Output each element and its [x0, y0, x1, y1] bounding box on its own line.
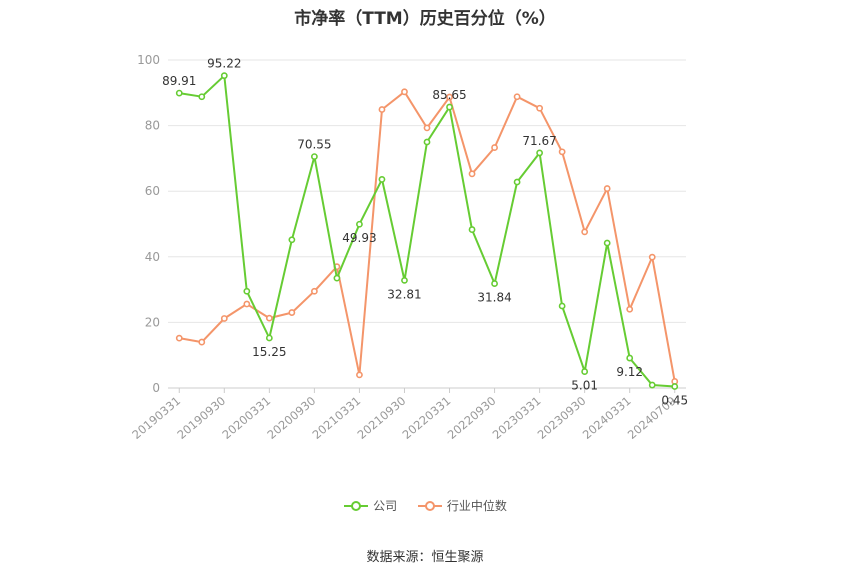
data-point[interactable]: [310, 287, 318, 295]
data-point[interactable]: [558, 302, 566, 310]
data-point[interactable]: [491, 144, 498, 151]
data-point[interactable]: [581, 368, 589, 375]
data-point[interactable]: [513, 93, 521, 101]
y-tick-label: 0: [152, 381, 160, 395]
data-point[interactable]: [401, 88, 408, 96]
legend-item-company[interactable]: 公司: [343, 497, 397, 514]
data-point[interactable]: [603, 185, 611, 192]
chart-title: 市净率（TTM）历史百分位（%）: [294, 9, 556, 29]
x-tick-label: 20190930: [174, 394, 228, 442]
data-point[interactable]: [648, 253, 656, 261]
data-label: 15.25: [252, 345, 286, 359]
x-tick-label: 20210930: [355, 394, 409, 442]
series-line-0: [179, 74, 675, 388]
data-point[interactable]: [446, 93, 453, 101]
data-label: 5.01: [571, 379, 598, 393]
data-point[interactable]: [558, 148, 566, 156]
data-point[interactable]: [648, 381, 656, 389]
data-label: 85.65: [432, 88, 466, 102]
data-label: 32.81: [387, 287, 421, 301]
y-tick-label: 80: [145, 119, 160, 133]
data-point[interactable]: [220, 315, 228, 322]
data-point[interactable]: [333, 274, 341, 282]
legend: 公司 行业中位数: [0, 497, 850, 515]
legend-label-industry-median: 行业中位数: [446, 499, 507, 513]
data-point[interactable]: [198, 93, 206, 101]
y-tick-label: 100: [137, 53, 160, 67]
x-tick-label: 20220930: [445, 394, 499, 442]
data-point[interactable]: [175, 89, 183, 97]
x-tick-label: 20190331: [129, 394, 183, 442]
data-point[interactable]: [220, 72, 228, 80]
data-labels: 89.91 95.22 15.25 70.55 49.93 32.81 85.65 31.84…: [162, 57, 688, 408]
y-tick-label: 60: [145, 184, 160, 198]
series-line-1: [179, 90, 676, 382]
data-point[interactable]: [513, 178, 521, 186]
data-point[interactable]: [198, 338, 206, 346]
x-tick-label: 20200331: [219, 394, 273, 442]
x-tick-label: 20210331: [310, 394, 364, 442]
data-point[interactable]: [536, 149, 544, 157]
y-tick-label: 20: [145, 315, 160, 329]
data-point[interactable]: [423, 138, 431, 146]
data-point[interactable]: [356, 371, 363, 379]
data-point[interactable]: [310, 153, 318, 160]
data-point[interactable]: [581, 228, 589, 236]
data-point[interactable]: [468, 226, 476, 233]
data-label: 71.67: [522, 134, 556, 148]
data-label: 31.84: [477, 291, 511, 305]
data-point[interactable]: [603, 239, 611, 247]
data-point[interactable]: [175, 334, 183, 342]
x-tick-label: 20220331: [400, 394, 454, 442]
legend-industry-marker-icon: [417, 500, 442, 511]
data-point[interactable]: [423, 124, 431, 132]
data-point[interactable]: [671, 383, 679, 390]
data-label: 70.55: [297, 138, 331, 152]
legend-item-industry-median[interactable]: 行业中位数: [417, 497, 507, 514]
data-label: 0.45: [661, 394, 688, 408]
data-label: 95.22: [207, 57, 241, 71]
data-point[interactable]: [536, 104, 544, 112]
data-label: 89.91: [162, 74, 196, 88]
data-point[interactable]: [265, 334, 273, 342]
legend-company-marker-icon: [344, 500, 369, 511]
data-point[interactable]: [288, 309, 296, 316]
data-point[interactable]: [626, 354, 634, 362]
data-point[interactable]: [243, 287, 251, 295]
data-point[interactable]: [446, 103, 453, 111]
x-tick-label: 20200930: [264, 394, 318, 442]
data-point[interactable]: [265, 314, 273, 322]
y-tick-label: 40: [145, 250, 160, 264]
data-point[interactable]: [288, 236, 296, 244]
data-label: 49.93: [342, 231, 376, 245]
x-tick-label: 20240331: [580, 394, 634, 442]
data-point[interactable]: [378, 106, 386, 113]
data-point[interactable]: [356, 220, 363, 228]
legend-label-company: 公司: [373, 499, 398, 513]
data-point[interactable]: [626, 305, 634, 313]
data-point[interactable]: [468, 170, 476, 178]
x-tick-label: 20230930: [535, 394, 589, 442]
grid-lines: [168, 59, 686, 389]
series-lines: [175, 72, 679, 390]
data-point[interactable]: [491, 280, 498, 287]
data-point[interactable]: [378, 175, 386, 183]
x-tick-label: 20230331: [490, 394, 544, 442]
data-label: 9.12: [616, 365, 643, 379]
data-point[interactable]: [401, 276, 408, 284]
data-point[interactable]: [243, 300, 251, 308]
source-note: 数据来源：恒生聚源: [366, 550, 484, 565]
